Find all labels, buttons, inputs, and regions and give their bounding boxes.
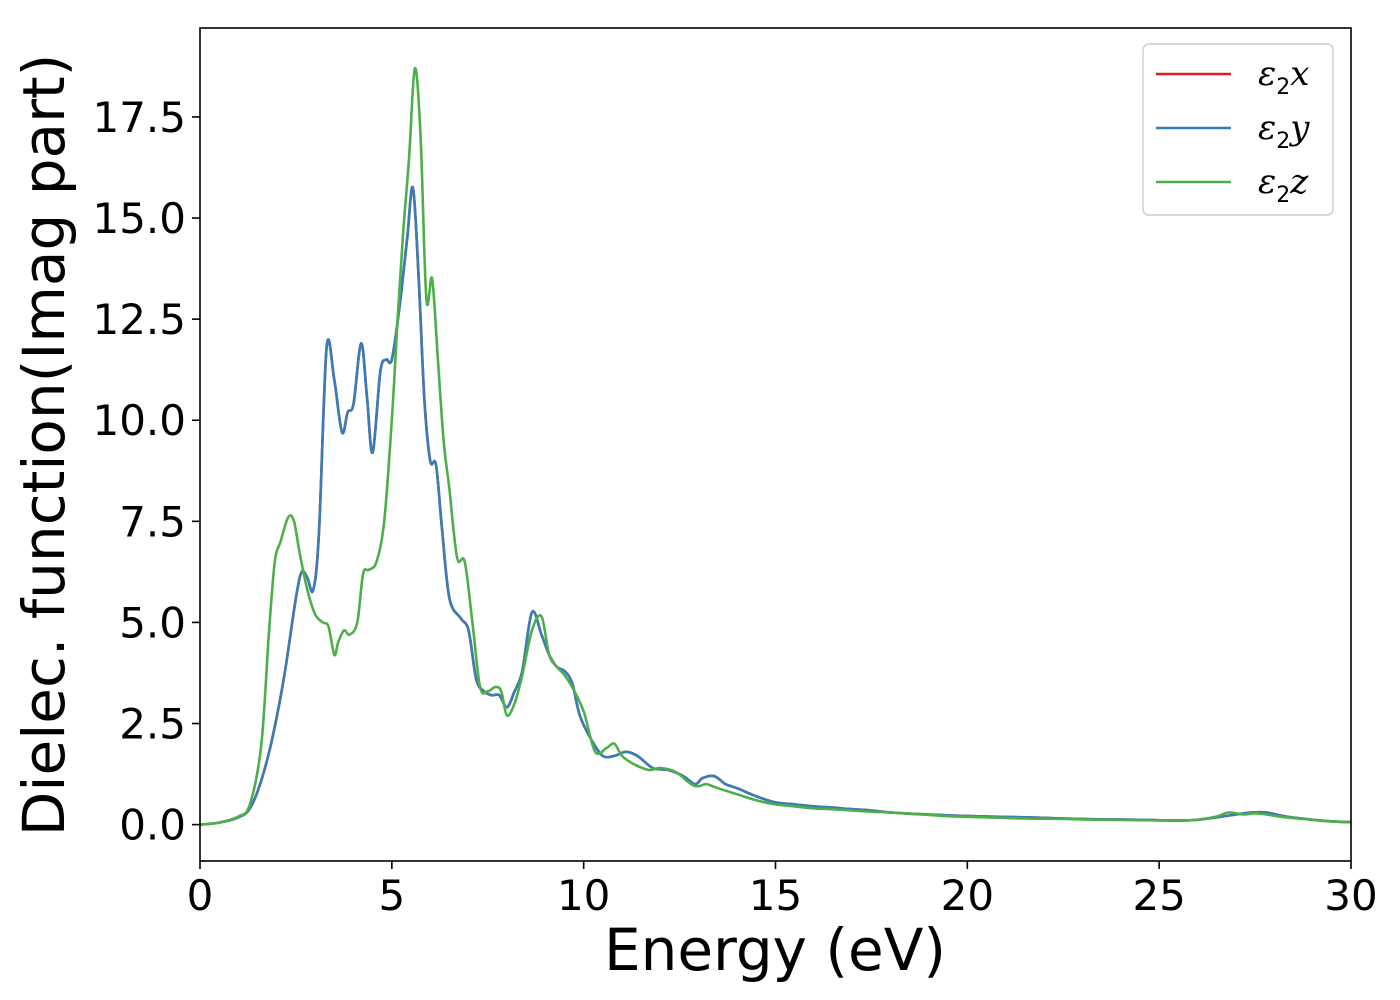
legend-frame [1142, 43, 1334, 216]
x-tick-label: 10 [557, 871, 610, 920]
series-line-2 [200, 185, 1351, 826]
y-axis-ticks: 0.0 2.5 5.0 7.5 10.0 12.5 15.0 17.5 [92, 93, 200, 850]
legend-subscript: 2 [1276, 75, 1290, 100]
legend-label-2: ε2y [1258, 108, 1310, 154]
y-tick-label: 15.0 [92, 194, 186, 243]
series-line-3 [200, 67, 1351, 826]
x-tick-label: 15 [749, 871, 802, 920]
legend-symbol: ε [1258, 108, 1276, 148]
x-tick-label: 0 [187, 871, 214, 920]
x-tick-label: 20 [941, 871, 994, 920]
series-line-1 [200, 185, 1351, 826]
y-tick-label: 10.0 [92, 396, 186, 445]
y-tick-label: 5.0 [119, 598, 186, 647]
legend-variable: x [1290, 54, 1309, 94]
x-axis-ticks: 0 5 10 15 20 25 30 [187, 861, 1378, 920]
legend-symbol: ε [1258, 162, 1276, 202]
y-tick-label: 12.5 [92, 295, 186, 344]
legend-subscript: 2 [1276, 183, 1290, 208]
legend-subscript: 2 [1276, 129, 1290, 154]
y-tick-label: 0.0 [119, 801, 186, 850]
legend-variable: z [1289, 162, 1309, 202]
x-tick-label: 30 [1324, 871, 1377, 920]
y-tick-label: 7.5 [119, 497, 186, 546]
legend-variable: y [1288, 108, 1310, 148]
x-tick-label: 25 [1132, 871, 1185, 920]
y-axis-label: Dielec. function(Imag part) [10, 54, 78, 837]
x-axis-label: Energy (eV) [604, 916, 946, 984]
legend-symbol: ε [1258, 54, 1276, 94]
legend-label-1: ε2x [1258, 54, 1309, 100]
y-tick-label: 17.5 [92, 93, 186, 142]
x-tick-label: 5 [378, 871, 405, 920]
y-tick-label: 2.5 [119, 700, 186, 749]
legend-label-3: ε2z [1258, 162, 1309, 208]
plot-lines [200, 67, 1351, 826]
